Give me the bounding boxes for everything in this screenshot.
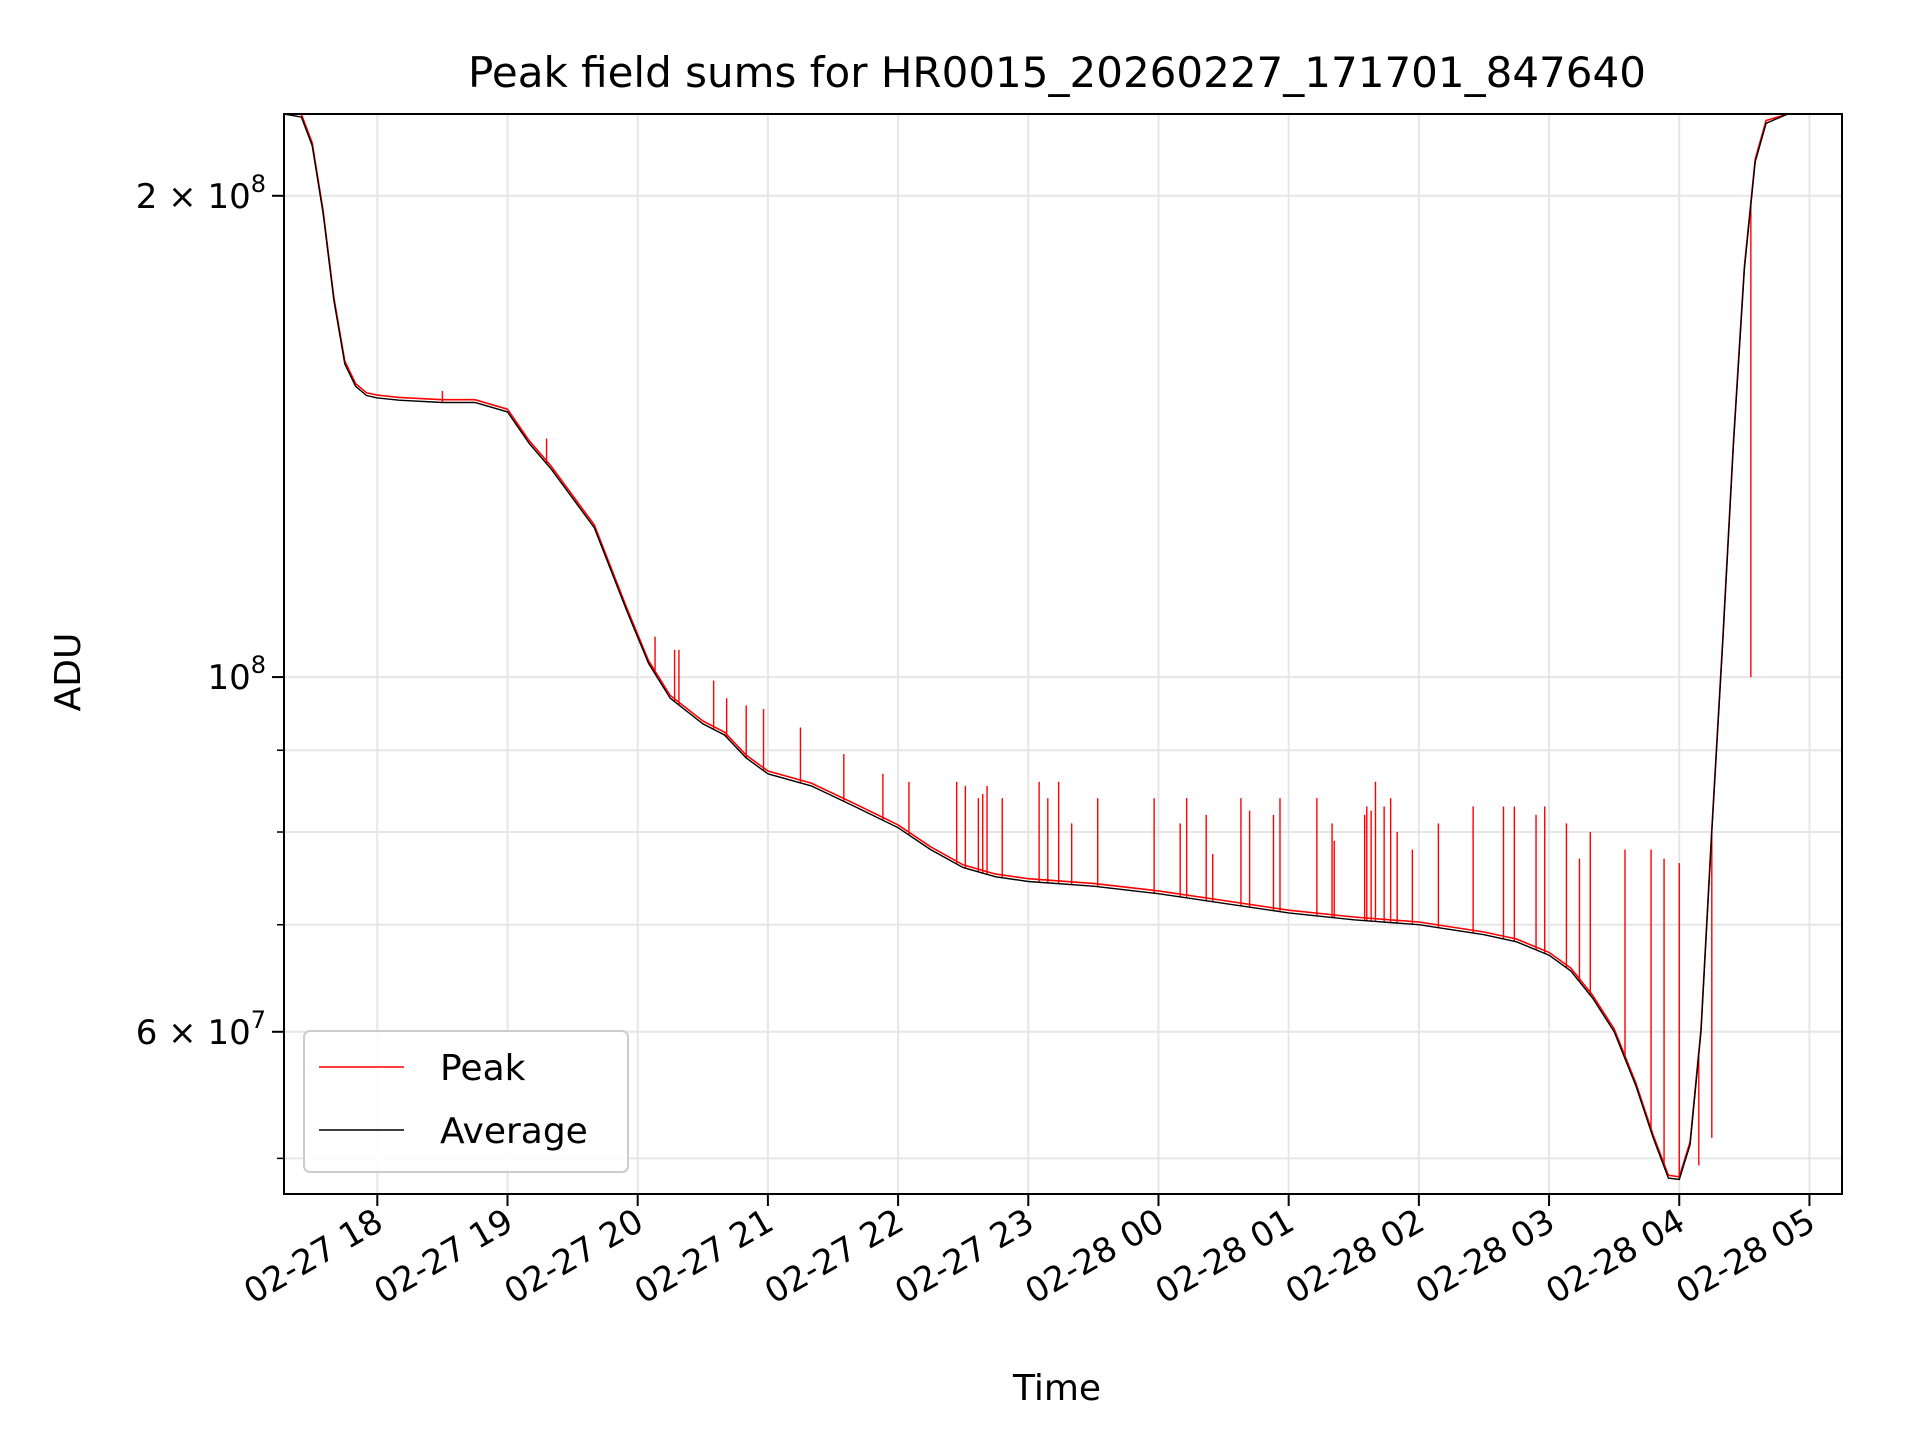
y-axis-ticks: 2 × 108 108 6 × 107 bbox=[136, 170, 284, 1160]
chart-title: Peak field sums for HR0015_20260227_1717… bbox=[468, 48, 1646, 97]
legend-average-label: Average bbox=[440, 1111, 588, 1152]
y-tick-label: 6 × 107 bbox=[136, 1006, 266, 1053]
average-series-line bbox=[283, 113, 1842, 1181]
legend-peak-label: Peak bbox=[440, 1048, 526, 1089]
x-axis-label: Time bbox=[1012, 1368, 1101, 1409]
y-axis-label: ADU bbox=[48, 633, 89, 712]
axes-frame bbox=[283, 113, 1843, 1195]
y-tick-label: 108 bbox=[207, 651, 266, 698]
plot-area bbox=[283, 113, 1842, 1181]
legend-box bbox=[303, 1030, 629, 1173]
legend: Peak Average bbox=[303, 1030, 629, 1173]
y-tick-label: 2 × 108 bbox=[136, 170, 266, 217]
axes bbox=[283, 113, 1843, 1195]
